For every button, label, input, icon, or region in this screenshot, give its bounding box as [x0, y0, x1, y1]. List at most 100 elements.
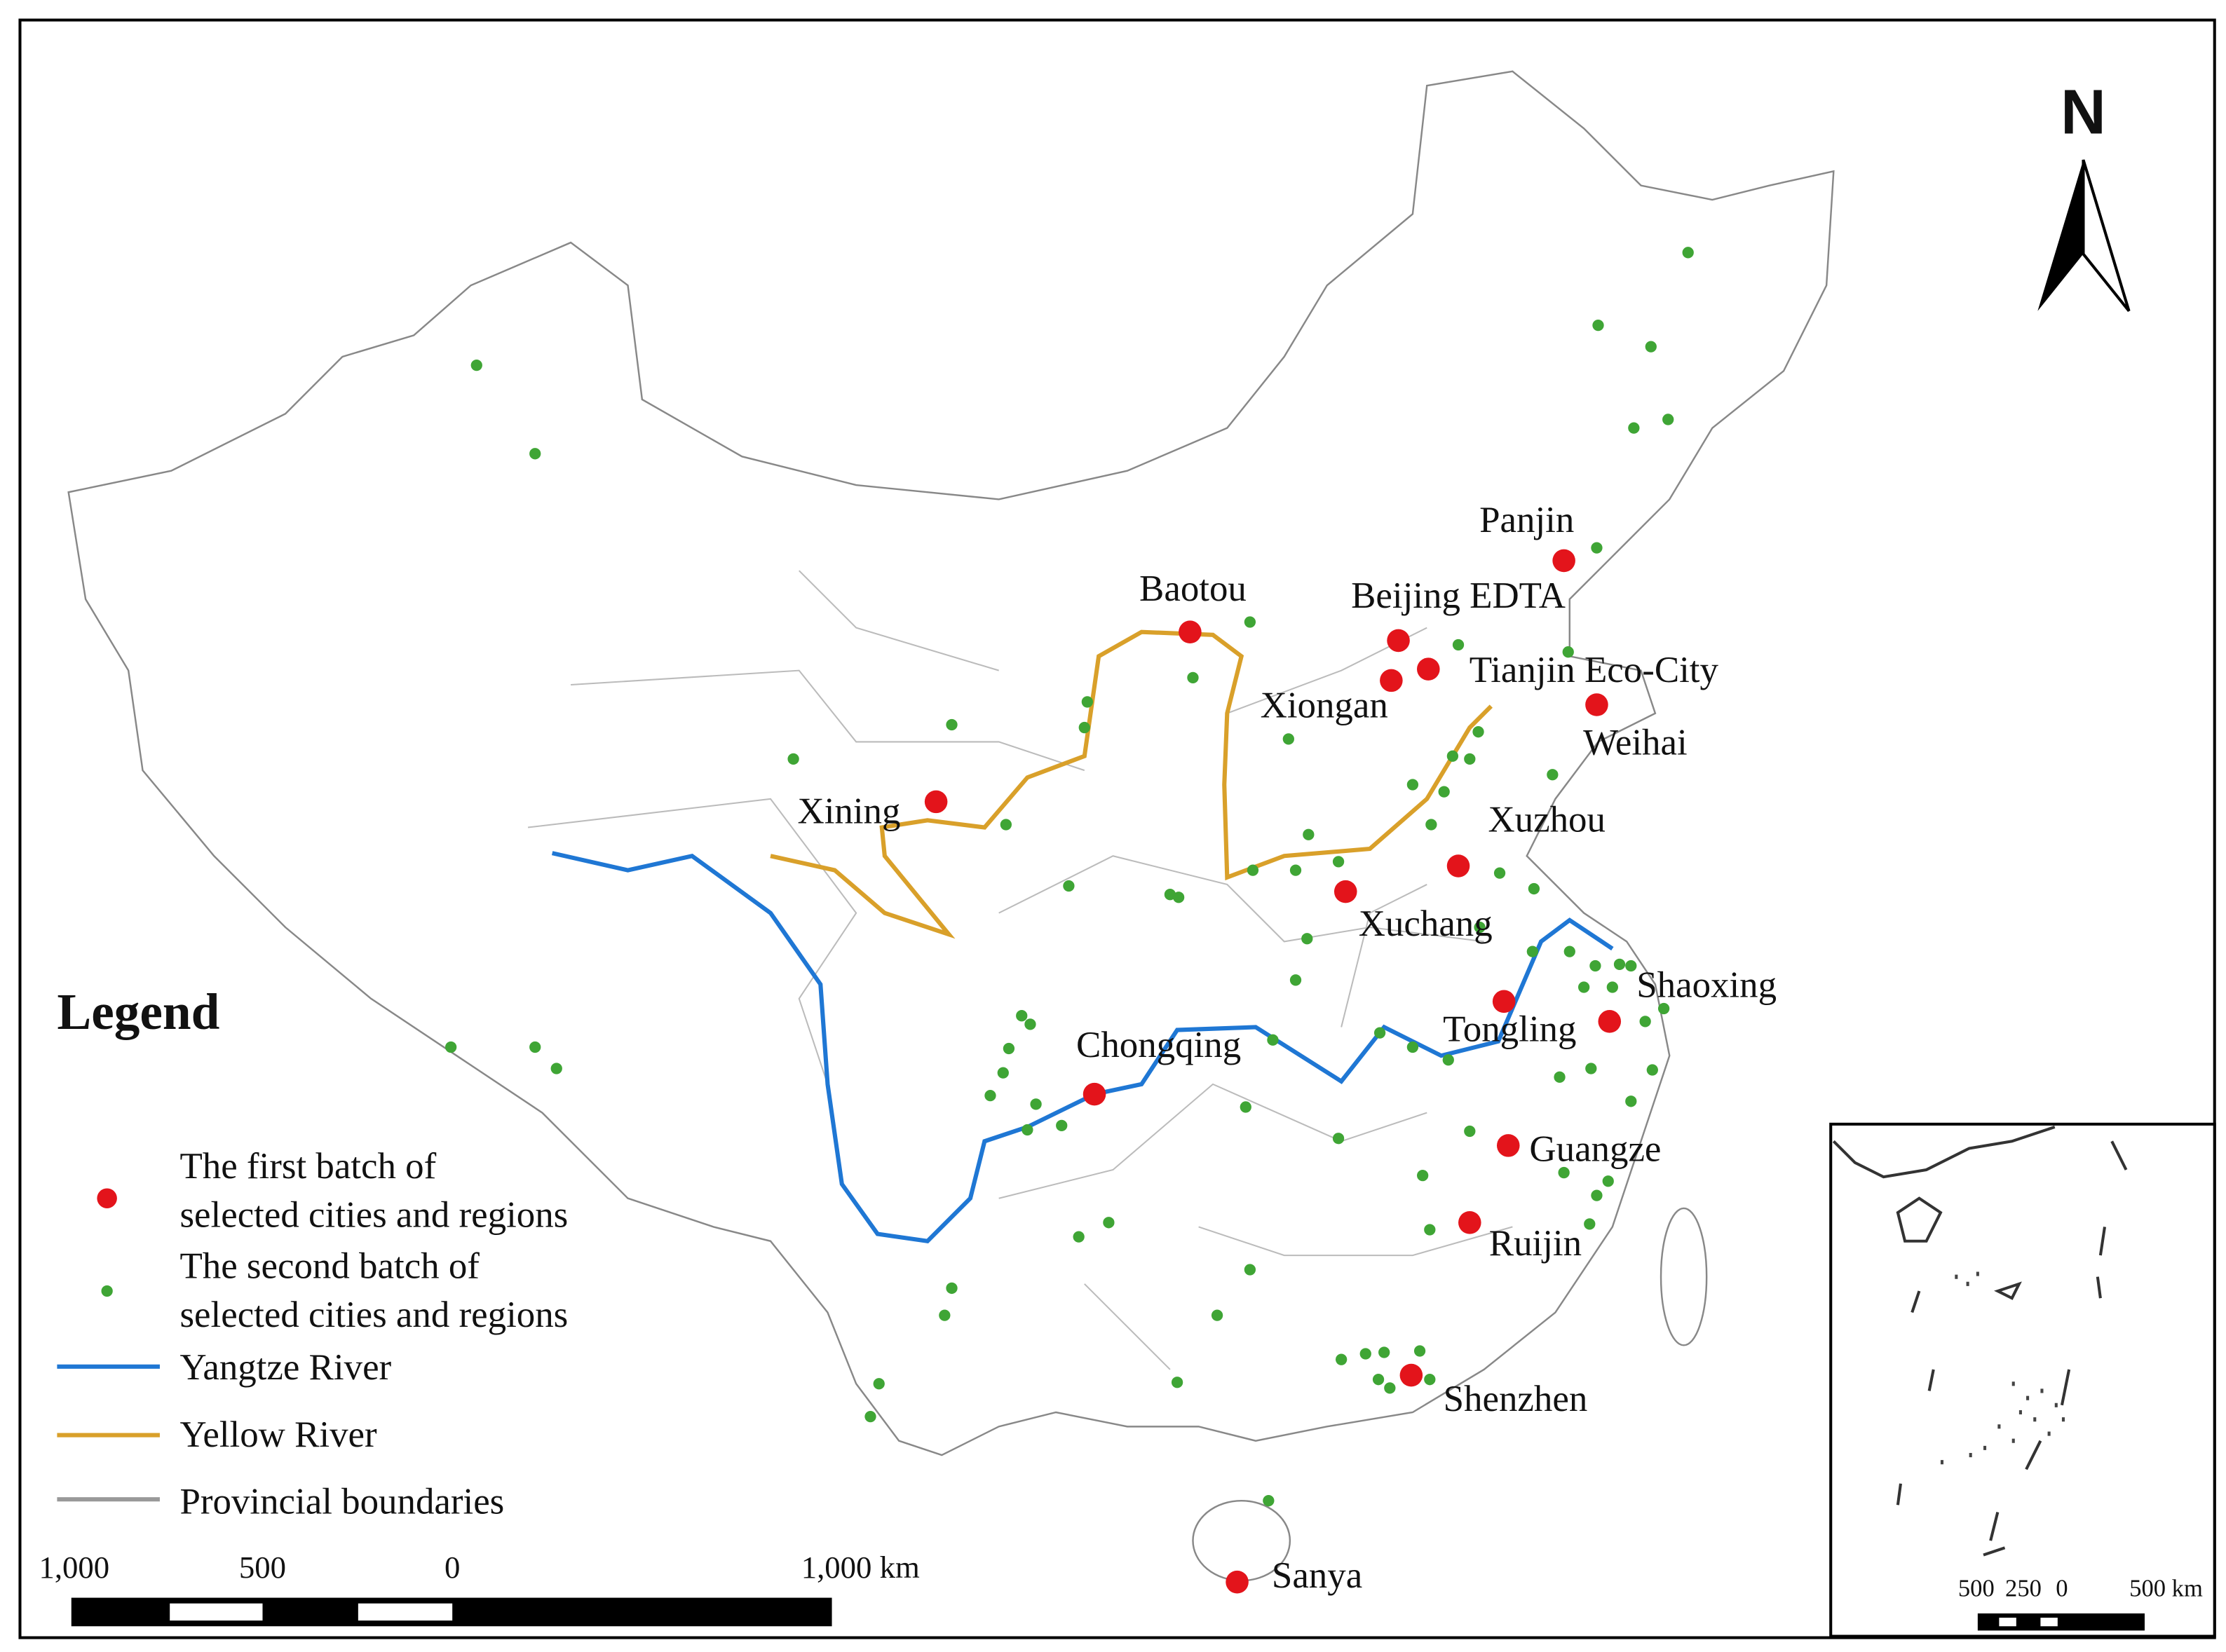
green-dot	[1452, 639, 1465, 651]
north-arrow-left	[2037, 160, 2084, 311]
green-dot	[1384, 1382, 1396, 1394]
city-dot	[1458, 1211, 1481, 1234]
legend: Legend The first batch of selected citie…	[57, 983, 568, 1522]
green-dot	[1263, 1495, 1275, 1507]
city-dot	[1333, 880, 1357, 903]
green-dot	[1000, 819, 1012, 831]
city-dot	[1083, 1082, 1106, 1106]
green-dot	[1446, 750, 1459, 762]
green-dot	[1645, 341, 1657, 353]
green-dot	[1063, 880, 1075, 892]
city-dot	[1492, 990, 1516, 1013]
city-dot	[1399, 1363, 1423, 1387]
green-dot	[1244, 1264, 1256, 1276]
green-dot	[1474, 921, 1486, 934]
city-label: Beijing EDTA	[1351, 575, 1566, 616]
green-dot	[1662, 414, 1674, 425]
green-dot	[1646, 1064, 1658, 1076]
green-dot	[529, 1041, 541, 1053]
legend-title: Legend	[57, 983, 219, 1040]
green-dot	[1016, 1010, 1028, 1022]
green-dot	[1438, 786, 1450, 798]
green-dot	[1073, 1231, 1085, 1243]
green-dot	[529, 448, 541, 460]
green-dot	[1577, 981, 1590, 993]
green-dot	[1554, 1071, 1566, 1083]
green-dot	[1103, 1217, 1115, 1229]
green-dot	[1301, 933, 1313, 945]
inset-islands	[1940, 1271, 2065, 1465]
green-dot	[1078, 721, 1090, 734]
city-label: Tongling	[1443, 1009, 1576, 1050]
city-label: Shaoxing	[1636, 965, 1777, 1006]
north-arrow-right	[2082, 159, 2131, 313]
city-label: Xuchang	[1359, 903, 1493, 944]
green-dot	[1585, 1063, 1597, 1074]
legend-label: selected cities and regions	[179, 1194, 568, 1235]
green-dot	[1628, 422, 1640, 434]
inset-map: 500 250 0 500 km	[1829, 1122, 2216, 1638]
green-dot	[1639, 1016, 1651, 1028]
city-label: Xining	[797, 791, 900, 831]
scale-label: 1,000	[39, 1550, 109, 1585]
green-dot	[864, 1410, 876, 1423]
green-dot	[1267, 1034, 1279, 1046]
green-dot	[1584, 1218, 1596, 1230]
green-dot	[1172, 892, 1185, 903]
city-label: Shenzhen	[1444, 1379, 1588, 1419]
green-dot	[1244, 616, 1256, 628]
green-dot	[1625, 1095, 1637, 1107]
green-dot	[946, 1282, 958, 1295]
city-label: Tianjin Eco-City	[1470, 650, 1719, 690]
green-dot	[1289, 864, 1302, 876]
green-dot	[1211, 1309, 1223, 1321]
city-label: Sanya	[1272, 1555, 1362, 1596]
green-dot	[1472, 726, 1484, 738]
scale-label: 500	[239, 1550, 286, 1585]
inset-frame	[1829, 1122, 2216, 1638]
green-dot	[1056, 1119, 1068, 1132]
china-outline	[67, 70, 1835, 1582]
green-dot	[1336, 1353, 1348, 1365]
city-label: Xuzhou	[1488, 800, 1606, 840]
green-dot	[550, 1063, 562, 1074]
green-dot	[1024, 1018, 1036, 1030]
green-dot	[1359, 1348, 1371, 1360]
green-dot	[1682, 247, 1694, 259]
green-dot	[1406, 779, 1419, 791]
green-dot	[1187, 671, 1199, 683]
legend-label: selected cities and regions	[179, 1295, 568, 1335]
green-dot	[1332, 856, 1345, 868]
scale-bar-segment	[358, 1603, 453, 1621]
green-dot	[1303, 828, 1315, 840]
inset-scale-label: 500	[1958, 1575, 1995, 1602]
green-dot	[1526, 946, 1539, 957]
green-dot	[1022, 1124, 1033, 1136]
inset-scale-segment	[2040, 1618, 2058, 1627]
green-dot	[1425, 819, 1437, 831]
green-dot	[1171, 1377, 1183, 1388]
city-dot	[1446, 854, 1470, 878]
green-dot	[1602, 1175, 1614, 1187]
legend-label: The second batch of	[179, 1246, 480, 1287]
legend-label: Provincial boundaries	[179, 1481, 504, 1522]
green-dot	[1592, 319, 1604, 332]
legend-label: The first batch of	[179, 1146, 436, 1187]
green-dot	[1591, 542, 1603, 554]
city-dot	[1552, 549, 1575, 573]
first-batch-cities: Panjin Baotou Beijing EDTA Tianjin Eco-City…	[797, 500, 1777, 1596]
green-dot	[997, 1067, 1009, 1079]
second-batch-dots	[445, 247, 1694, 1507]
green-dot	[1373, 1027, 1386, 1039]
city-dot	[1179, 620, 1202, 643]
city-label: Xiongan	[1261, 685, 1388, 726]
inset-scale-label: 250	[2005, 1575, 2042, 1602]
city-label: Weihai	[1583, 723, 1688, 763]
legend-red-dot	[97, 1188, 117, 1208]
city-dot	[1585, 693, 1608, 716]
city-dot	[1496, 1134, 1520, 1157]
green-dot	[1282, 733, 1294, 745]
green-dot	[1413, 1345, 1426, 1357]
green-dot	[470, 359, 482, 371]
green-dot	[1625, 960, 1637, 972]
